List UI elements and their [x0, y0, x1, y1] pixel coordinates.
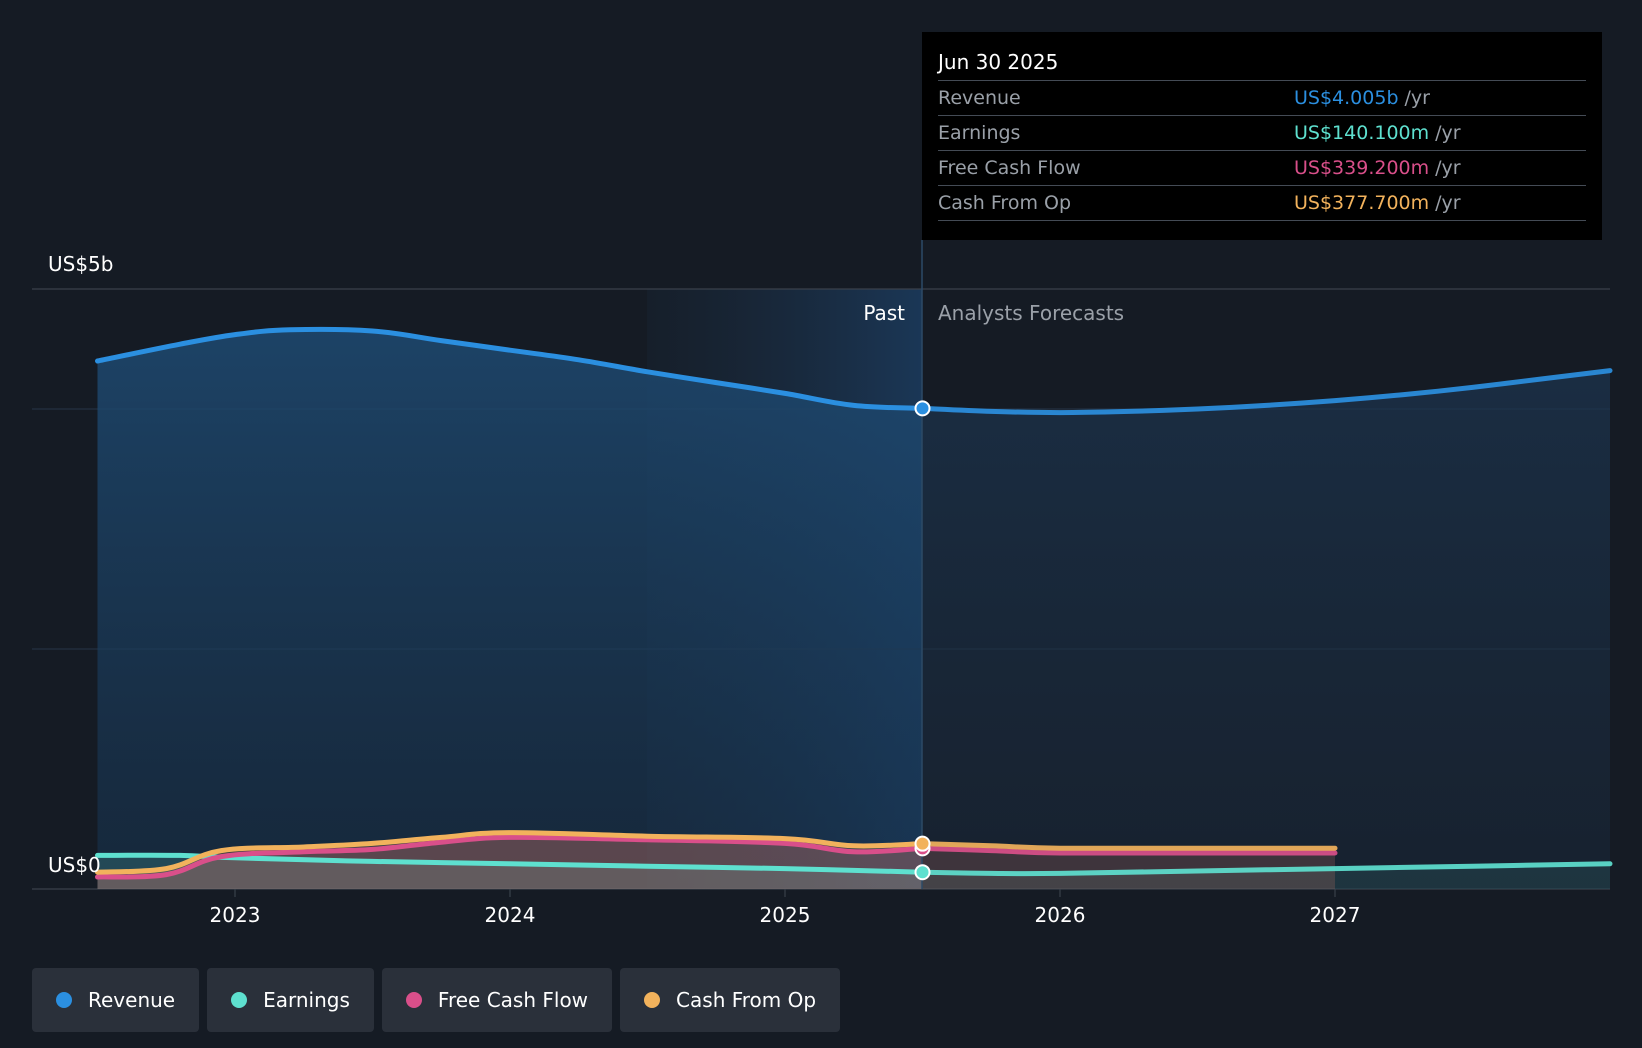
free-cash-flow-forecast-line	[920, 845, 1338, 856]
chart-legend: Revenue Earnings Free Cash Flow Cash Fro…	[32, 968, 841, 1032]
tooltip-value: US$140.100m	[1294, 122, 1430, 144]
legend-item-revenue[interactable]: Revenue	[32, 968, 200, 1032]
legend-label: Revenue	[88, 988, 176, 1012]
series-areas	[97, 329, 1610, 890]
free-cash-flow-past-line	[95, 834, 925, 880]
cash-from-op-past-area	[97, 832, 923, 889]
x-tick-label: 2023	[210, 903, 261, 927]
legend-dot-icon	[644, 992, 661, 1008]
series-lines	[95, 326, 1613, 880]
tooltip-value: US$339.200m	[1294, 157, 1430, 179]
tooltip-row-revenue: Revenue US$4.005b /yr	[938, 81, 1586, 116]
tooltip-date: Jun 30 2025	[938, 46, 1586, 81]
legend-dot-icon	[56, 992, 72, 1008]
cash-from-op-forecast-line	[920, 841, 1338, 851]
earnings-forecast-area	[922, 863, 1610, 889]
legend-label: Earnings	[263, 988, 350, 1012]
hover-tooltip: Jun 30 2025 Revenue US$4.005b /yr Earnin…	[922, 32, 1602, 240]
tooltip-label: Revenue	[938, 87, 1021, 109]
revenue-forecast-area	[922, 370, 1610, 890]
tooltip-label: Cash From Op	[938, 192, 1072, 214]
tooltip-row-cash-from-op: Cash From Op US$377.700m /yr	[938, 186, 1586, 221]
past-label: Past	[863, 301, 905, 325]
tooltip-label: Earnings	[938, 122, 1021, 144]
y-axis-bottom-label: US$0	[48, 853, 101, 877]
revenue-forecast-line	[920, 368, 1613, 416]
legend-item-earnings[interactable]: Earnings	[207, 968, 374, 1032]
cash-from-op-hover-marker	[914, 835, 931, 852]
free-cash-flow-forecast-area	[922, 848, 1335, 889]
tooltip-value: US$377.700m	[1294, 192, 1430, 214]
tooltip-unit: /yr	[1435, 192, 1461, 214]
forecast-label: Analysts Forecasts	[938, 301, 1124, 325]
x-axis-ticks: 2023 2024 2025 2026 2027	[210, 889, 1361, 927]
y-axis-top-label: US$5b	[48, 252, 113, 276]
tooltip-value: US$4.005b	[1294, 87, 1399, 109]
legend-dot-icon	[231, 992, 248, 1008]
revenue-past-area	[97, 329, 923, 889]
legend-item-free-cash-flow[interactable]: Free Cash Flow	[381, 968, 613, 1032]
x-tick-label: 2027	[1310, 903, 1361, 927]
cash-from-op-past-line	[95, 830, 925, 875]
revenue-hover-marker	[914, 400, 931, 417]
x-tick-label: 2024	[485, 903, 536, 927]
earnings-forecast-line	[920, 861, 1613, 877]
tooltip-unit: /yr	[1404, 87, 1430, 109]
tooltip-row-free-cash-flow: Free Cash Flow US$339.200m /yr	[938, 151, 1586, 186]
revenue-past-line	[95, 326, 925, 411]
tooltip-unit: /yr	[1435, 122, 1461, 144]
tooltip-row-earnings: Earnings US$140.100m /yr	[938, 116, 1586, 151]
legend-label: Free Cash Flow	[437, 988, 589, 1012]
x-tick-label: 2025	[760, 903, 811, 927]
legend-label: Cash From Op	[676, 988, 817, 1012]
hover-markers	[914, 400, 931, 881]
legend-item-cash-from-op[interactable]: Cash From Op	[620, 968, 841, 1032]
earnings-past-area	[97, 855, 923, 889]
x-tick-label: 2026	[1035, 903, 1086, 927]
earnings-hover-marker	[914, 864, 931, 881]
tooltip-label: Free Cash Flow	[938, 157, 1081, 179]
tooltip-unit: /yr	[1435, 157, 1461, 179]
legend-dot-icon	[405, 992, 422, 1008]
